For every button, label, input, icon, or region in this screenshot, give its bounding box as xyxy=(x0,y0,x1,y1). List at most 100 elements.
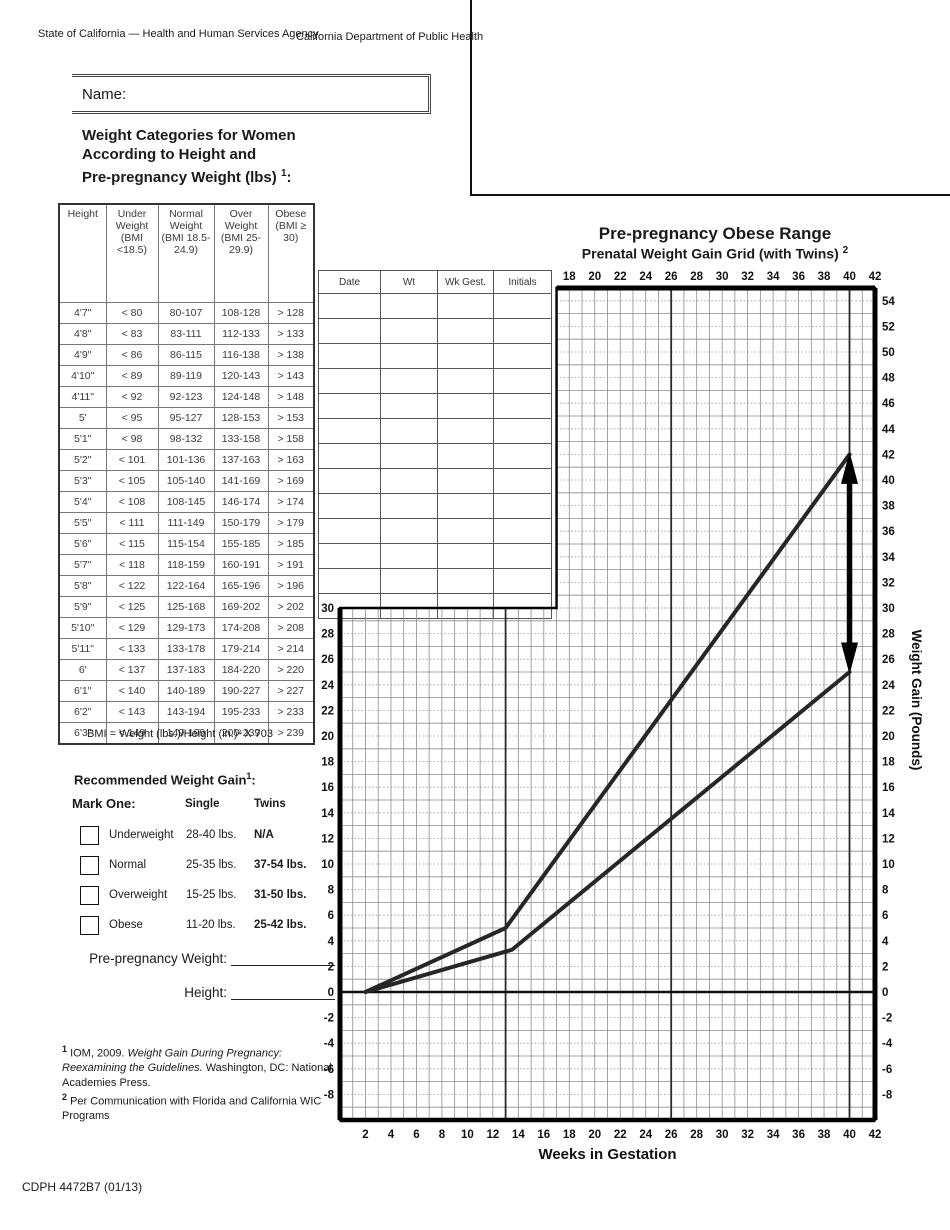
log-table-row xyxy=(318,518,552,544)
y-axis-left-tick: 20 xyxy=(321,731,334,743)
state-agency-header: State of California — Health and Human S… xyxy=(38,28,319,40)
bmi-table-row: 6'3" < 149 149-199 200-239 > 239 xyxy=(58,722,315,745)
x-axis-top-tick: 36 xyxy=(792,271,805,283)
log-cell[interactable] xyxy=(318,593,381,619)
y-axis-right-tick: 12 xyxy=(882,833,895,845)
log-cell[interactable] xyxy=(493,593,552,619)
log-cell[interactable] xyxy=(437,368,494,394)
bmi-cell: 143-194 xyxy=(157,701,215,723)
log-cell[interactable] xyxy=(493,543,552,569)
log-cell[interactable] xyxy=(437,393,494,419)
y-axis-right-tick: 10 xyxy=(882,859,895,871)
y-axis-right-tick: 22 xyxy=(882,705,895,717)
log-cell[interactable] xyxy=(380,418,438,444)
x-axis-bottom-tick: 42 xyxy=(869,1129,882,1141)
y-axis-right-tick: 20 xyxy=(882,731,895,743)
y-axis-left-tick: 30 xyxy=(321,603,334,615)
height-input-line[interactable] xyxy=(231,984,335,1000)
name-field[interactable]: Name: xyxy=(72,74,431,114)
twins-column-header: Twins xyxy=(254,798,286,810)
y-axis-right-tick: 34 xyxy=(882,552,895,564)
checkbox-normal[interactable] xyxy=(80,855,99,875)
log-cell[interactable] xyxy=(380,593,438,619)
bmi-col-header: Obese (BMI ≥ 30) xyxy=(267,203,315,303)
y-axis-right-tick: 38 xyxy=(882,501,895,513)
twins-value: 37-54 lbs. xyxy=(254,859,307,871)
log-table-row xyxy=(318,593,552,619)
x-axis-bottom-tick: 28 xyxy=(690,1129,703,1141)
footnotes: 1 IOM, 2009. Weight Gain During Pregnanc… xyxy=(62,1044,332,1123)
bmi-table-row: 4'10" < 89 89-119 120-143 > 143 xyxy=(58,365,315,387)
log-cell[interactable] xyxy=(493,393,552,419)
log-cell[interactable] xyxy=(493,468,552,494)
log-cell[interactable] xyxy=(493,443,552,469)
category-label: Underweight xyxy=(109,829,174,841)
pre-pregnancy-weight-label: Pre-pregnancy Weight: xyxy=(89,951,227,966)
bmi-cell: 92-123 xyxy=(157,386,215,408)
log-cell[interactable] xyxy=(380,318,438,344)
bmi-cell: < 92 xyxy=(105,386,159,408)
bmi-table-row: 5'10" < 129 129-173 174-208 > 208 xyxy=(58,617,315,639)
bmi-cell: < 125 xyxy=(105,596,159,618)
title-line-2: According to Height and xyxy=(82,146,257,163)
log-cell[interactable] xyxy=(493,318,552,344)
bmi-table-row: 4'9" < 86 86-115 116-138 > 138 xyxy=(58,344,315,366)
height-label: Height: xyxy=(184,985,227,1000)
recommended-gain-title: Recommended Weight Gain1: xyxy=(74,771,256,788)
bmi-cell: 6'2" xyxy=(58,701,107,723)
bmi-cell: 83-111 xyxy=(157,323,215,345)
footnote-1-marker: 1 xyxy=(62,1044,68,1054)
log-cell[interactable] xyxy=(437,418,494,444)
y-axis-right-tick: 0 xyxy=(882,987,888,999)
x-axis-bottom-tick: 38 xyxy=(818,1129,831,1141)
recommended-row-overweight: Overweight 15-25 lbs. 31-50 lbs. xyxy=(72,880,322,910)
log-cell[interactable] xyxy=(493,343,552,369)
bmi-cell: 133-158 xyxy=(213,428,269,450)
x-axis-bottom-tick: 8 xyxy=(439,1129,446,1141)
x-axis-top-tick: 20 xyxy=(588,271,601,283)
pre-pregnancy-weight-input-line[interactable] xyxy=(231,950,335,966)
x-axis-top-tick: 32 xyxy=(741,271,754,283)
single-value: 25-35 lbs. xyxy=(186,859,237,871)
log-cell[interactable] xyxy=(437,593,494,619)
x-axis-bottom-tick: 26 xyxy=(665,1129,678,1141)
y-axis-left-tick: -8 xyxy=(324,1089,335,1101)
log-cell[interactable] xyxy=(437,518,494,544)
log-cell[interactable] xyxy=(318,343,381,369)
x-axis-bottom-tick: 14 xyxy=(512,1129,525,1141)
bmi-cell: 105-140 xyxy=(157,470,215,492)
log-cell[interactable] xyxy=(380,293,438,319)
checkbox-underweight[interactable] xyxy=(80,825,99,845)
log-cell[interactable] xyxy=(437,293,494,319)
single-value: 15-25 lbs. xyxy=(186,889,237,901)
x-axis-top-tick: 38 xyxy=(818,271,831,283)
weight-log-table: Date Wt Wk Gest. Initials xyxy=(318,270,552,619)
x-axis-top-tick: 26 xyxy=(665,271,678,283)
checkbox-obese[interactable] xyxy=(80,915,99,935)
recommended-row-underweight: Underweight 28-40 lbs. N/A xyxy=(72,820,322,850)
bmi-cell: < 108 xyxy=(105,491,159,513)
mark-one-label: Mark One: xyxy=(72,796,136,811)
log-cell[interactable] xyxy=(493,368,552,394)
log-cell[interactable] xyxy=(493,493,552,519)
log-cell[interactable] xyxy=(437,493,494,519)
title-line-3: Pre-pregnancy Weight (lbs) 1: xyxy=(82,168,292,186)
log-cell[interactable] xyxy=(318,318,381,344)
bmi-col-header: Height xyxy=(58,203,107,303)
log-cell[interactable] xyxy=(318,393,381,419)
pre-pregnancy-weight-row: Pre-pregnancy Weight: xyxy=(60,950,335,966)
category-label: Normal xyxy=(109,859,147,871)
log-cell[interactable] xyxy=(493,568,552,594)
bmi-table-row: 6'1" < 140 140-189 190-227 > 227 xyxy=(58,680,315,702)
checkbox-overweight[interactable] xyxy=(80,885,99,905)
bmi-table-row: 5'6" < 115 115-154 155-185 > 185 xyxy=(58,533,315,555)
y-axis-title: Weight Gain (Pounds) xyxy=(909,630,924,771)
log-cell[interactable] xyxy=(318,568,381,594)
footnote-ref-1: 1 xyxy=(280,168,287,179)
log-cell[interactable] xyxy=(493,293,552,319)
y-axis-right-tick: 26 xyxy=(882,654,895,666)
log-cell[interactable] xyxy=(318,518,381,544)
bmi-cell: > 143 xyxy=(267,365,315,387)
bmi-cell: < 111 xyxy=(105,512,159,534)
